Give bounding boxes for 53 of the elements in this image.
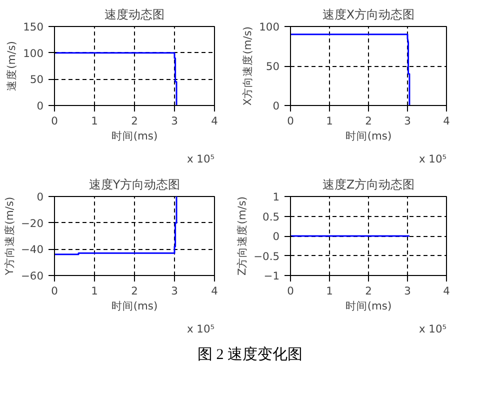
y-tick-label: 0 (36, 100, 44, 112)
x-axis-title: 时间(ms) (345, 300, 392, 312)
x-tick-label: 2 (365, 114, 372, 128)
chart-title: 速度Y方向动态图 (88, 178, 180, 192)
y-tick-label: 0 (36, 190, 44, 204)
chart-title: 速度Z方向动态图 (322, 178, 415, 192)
x-tick-label: 2 (131, 114, 138, 128)
x-axis-title: 时间(ms) (345, 130, 392, 142)
y-tick-label: 100 (23, 46, 44, 60)
y-tick-label: 0 (272, 230, 280, 243)
x-tick-label: 2 (131, 284, 138, 298)
y-axis-title: X方向速度(m/s) (241, 26, 254, 106)
y-tick-label: 0.5 (262, 210, 280, 224)
y-tick-label: 150 (23, 20, 44, 34)
text: x 10⁵ (186, 152, 215, 166)
text: x 10⁵ (418, 322, 447, 336)
x-tick-label: 3 (404, 284, 411, 298)
y-axis-title: 速度(m/s) (5, 41, 18, 91)
chart-title: 速度动态图 (104, 8, 164, 22)
x-tick-label: 1 (326, 114, 333, 128)
y-tick-label: 50 (266, 60, 280, 73)
x-tick-label: 3 (171, 284, 178, 298)
chart-title: 速度X方向动态图 (322, 8, 415, 22)
text: x 10⁵ (418, 152, 447, 166)
text: x 10⁵ (186, 322, 215, 336)
x-tick-label: 3 (171, 114, 178, 128)
y-tick-label: −40 (21, 243, 44, 256)
x-tick-label: 4 (443, 284, 450, 298)
y-tick-label: 0 (272, 100, 280, 112)
y-tick-label: 1 (272, 190, 280, 204)
x-tick-label: 1 (91, 284, 98, 298)
x-tick-label: 4 (211, 114, 218, 128)
x-tick-label: 0 (51, 284, 58, 298)
y-axis-title: Y方向速度(m/s) (3, 196, 16, 276)
y-tick-label: 50 (30, 73, 44, 86)
x-tick-label: 4 (211, 284, 218, 298)
x-tick-label: 1 (326, 284, 333, 298)
y-tick-label: −60 (21, 270, 44, 282)
x-tick-label: 2 (365, 284, 372, 298)
y-tick-label: −20 (21, 216, 44, 230)
y-tick-label: −0.5 (254, 250, 280, 263)
x-axis-title: 时间(ms) (111, 300, 158, 312)
y-axis-title: Z方向速度(m/s) (236, 196, 249, 276)
x-tick-label: 3 (404, 114, 411, 128)
x-tick-label: 4 (443, 114, 450, 128)
y-tick-label: 100 (259, 20, 280, 34)
x-axis-title: 时间(ms) (111, 130, 158, 142)
y-tick-label: −1 (264, 270, 280, 282)
x-tick-label: 0 (287, 284, 294, 298)
x-tick-label: 0 (51, 114, 58, 128)
x-tick-label: 0 (287, 114, 294, 128)
x-tick-label: 1 (91, 114, 98, 128)
caption: 图 2 速度变化图 (198, 345, 302, 365)
